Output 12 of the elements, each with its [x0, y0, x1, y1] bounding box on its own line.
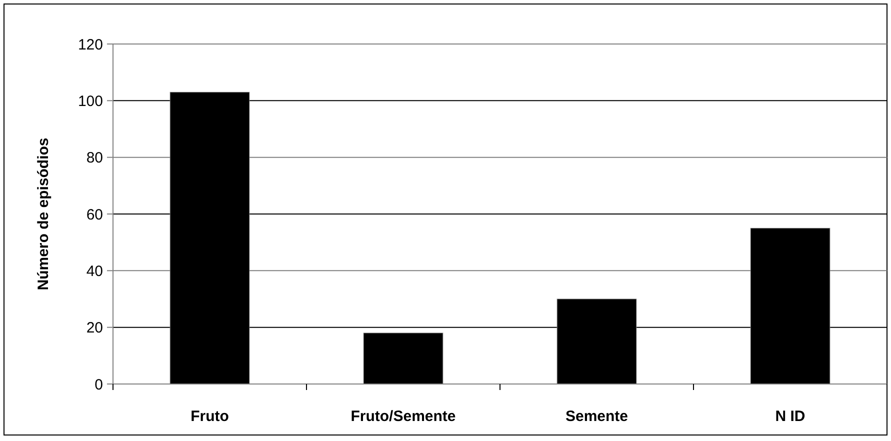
- y-tick-label: 20: [86, 320, 103, 337]
- y-tick-label: 80: [86, 150, 103, 167]
- y-tick-label: 100: [78, 92, 103, 110]
- y-tick-label: 60: [86, 206, 103, 224]
- y-tick-label: 0: [94, 376, 103, 394]
- y-axis-title: Número de episódios: [35, 138, 52, 290]
- x-tick-label: Fruto/Semente: [350, 408, 456, 425]
- x-tick-label: Semente: [565, 408, 628, 425]
- y-tick-label: 40: [86, 262, 103, 280]
- x-tick-label: N ID: [775, 408, 806, 425]
- y-tick-label: 120: [78, 36, 103, 54]
- x-tick-label: Fruto: [190, 408, 229, 425]
